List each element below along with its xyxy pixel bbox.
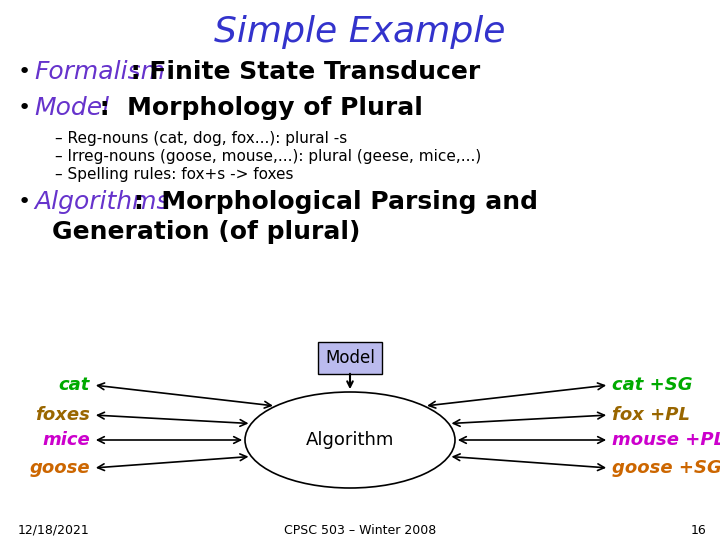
Text: Simple Example: Simple Example — [215, 15, 505, 49]
Text: :  Morphology of Plural: : Morphology of Plural — [91, 96, 423, 120]
Text: cat: cat — [58, 376, 90, 394]
Text: •: • — [18, 98, 31, 118]
Text: 12/18/2021: 12/18/2021 — [18, 523, 90, 537]
Text: •: • — [18, 62, 31, 82]
Text: 16: 16 — [690, 523, 706, 537]
Text: Model: Model — [34, 96, 109, 120]
Text: Algorithms: Algorithms — [34, 190, 169, 214]
Text: Formalism: Formalism — [34, 60, 165, 84]
Text: •: • — [18, 192, 31, 212]
Text: : Finite State Transducer: : Finite State Transducer — [122, 60, 480, 84]
Text: cat +SG: cat +SG — [612, 376, 693, 394]
Text: :  Morphological Parsing and: : Morphological Parsing and — [134, 190, 538, 214]
Text: CPSC 503 – Winter 2008: CPSC 503 – Winter 2008 — [284, 523, 436, 537]
Text: – Spelling rules: fox+s -> foxes: – Spelling rules: fox+s -> foxes — [55, 166, 294, 181]
Text: mice: mice — [42, 431, 90, 449]
Text: goose: goose — [30, 459, 90, 477]
Text: mouse +PL: mouse +PL — [612, 431, 720, 449]
Text: – Reg-nouns (cat, dog, fox...): plural -s: – Reg-nouns (cat, dog, fox...): plural -… — [55, 131, 347, 145]
Text: goose +SG: goose +SG — [612, 459, 720, 477]
Text: fox +PL: fox +PL — [612, 406, 690, 424]
Text: – Irreg-nouns (goose, mouse,...): plural (geese, mice,...): – Irreg-nouns (goose, mouse,...): plural… — [55, 148, 481, 164]
Text: Model: Model — [325, 349, 375, 367]
Text: Algorithm: Algorithm — [306, 431, 394, 449]
Text: Generation (of plural): Generation (of plural) — [52, 220, 361, 244]
Text: foxes: foxes — [35, 406, 90, 424]
